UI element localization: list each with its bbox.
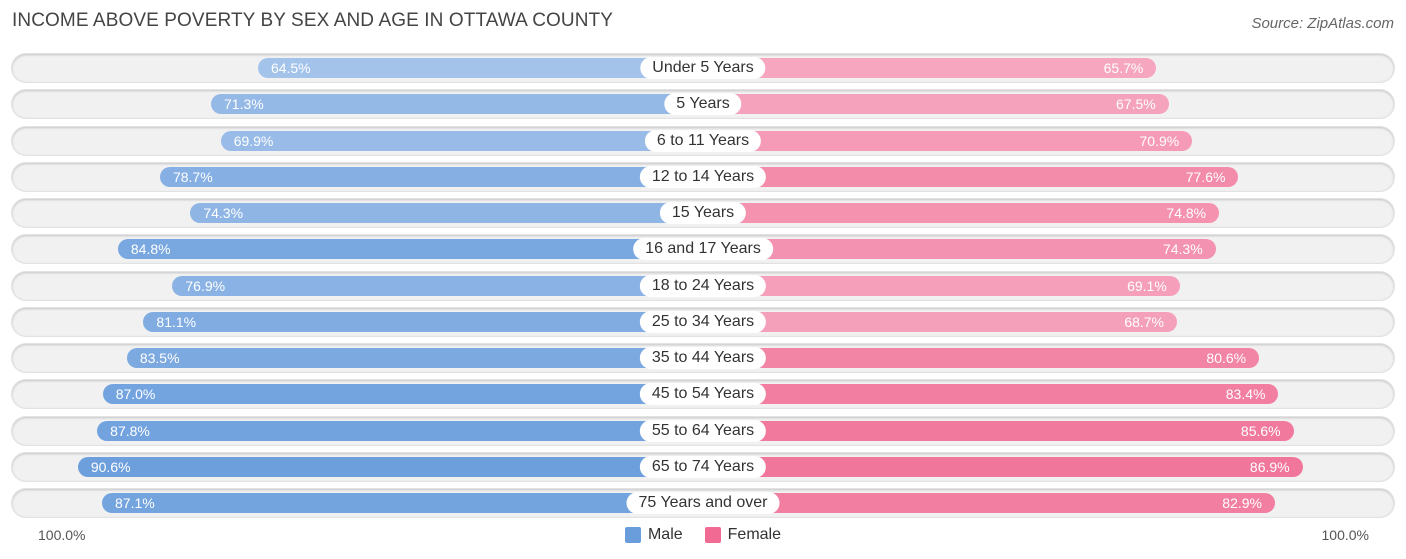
source-credit: Source: ZipAtlas.com (1251, 15, 1394, 32)
bar-male[interactable]: 87.1% (102, 493, 703, 513)
bar-female[interactable]: 69.1% (703, 275, 1180, 296)
data-label-female: 70.9% (1139, 132, 1180, 149)
category-label: 35 to 44 Years (639, 347, 767, 369)
data-label-male: 90.6% (90, 458, 131, 475)
category-label: 18 to 24 Years (639, 274, 767, 297)
bar-male[interactable]: 78.7% (159, 166, 703, 187)
category-label: 55 to 64 Years (639, 419, 767, 442)
data-label-male: 78.7% (172, 168, 213, 185)
legend-swatch-female (704, 527, 721, 543)
category-label: 75 Years and over (626, 492, 780, 514)
bar-male[interactable]: 74.3% (190, 203, 703, 223)
data-label-male: 87.0% (115, 386, 156, 403)
category-label: Under 5 Years (640, 57, 766, 79)
data-label-female: 74.3% (1162, 241, 1203, 258)
bar-male[interactable]: 71.3% (211, 94, 703, 115)
data-label-female: 67.5% (1116, 96, 1156, 113)
legend-item-male[interactable]: Male (624, 526, 683, 544)
category-label: 15 Years (659, 202, 747, 224)
data-label-female: 69.1% (1127, 277, 1167, 294)
category-label: 45 to 54 Years (639, 383, 767, 406)
bar-female[interactable]: 80.6% (703, 348, 1260, 368)
bar-female[interactable]: 74.3% (703, 239, 1216, 260)
category-label: 5 Years (664, 93, 742, 116)
data-label-female: 65.7% (1103, 60, 1144, 76)
bar-male[interactable]: 84.8% (117, 239, 703, 260)
bar-female[interactable]: 83.4% (703, 384, 1279, 405)
bar-male[interactable]: 90.6% (77, 456, 703, 477)
category-label: 16 and 17 Years (633, 238, 773, 261)
data-label-male: 74.3% (203, 205, 244, 221)
bar-female[interactable]: 65.7% (703, 58, 1157, 78)
category-label: 6 to 11 Years (644, 129, 762, 152)
data-label-male: 76.9% (185, 277, 226, 294)
axis-left-label: 100.0% (38, 527, 86, 543)
data-label-female: 74.8% (1166, 205, 1207, 221)
bar-male[interactable]: 87.8% (97, 420, 703, 441)
legend-item-female[interactable]: Female (704, 526, 782, 544)
category-label: 12 to 14 Years (639, 165, 767, 188)
data-label-male: 87.8% (110, 422, 150, 439)
data-label-female: 82.9% (1222, 495, 1262, 511)
data-label-female: 68.7% (1124, 313, 1165, 330)
data-label-male: 69.9% (233, 132, 274, 149)
data-label-female: 85.6% (1240, 422, 1281, 439)
data-label-male: 83.5% (139, 350, 180, 366)
bar-female[interactable]: 68.7% (703, 311, 1178, 332)
data-label-female: 80.6% (1206, 350, 1247, 366)
bar-male[interactable]: 69.9% (220, 130, 703, 151)
data-label-male: 84.8% (130, 241, 171, 258)
category-label: 65 to 74 Years (639, 455, 767, 478)
legend: Male Female (0, 524, 1406, 546)
bar-male[interactable]: 81.1% (143, 311, 703, 332)
bar-female[interactable]: 67.5% (703, 94, 1169, 115)
bar-female[interactable]: 74.8% (703, 203, 1220, 223)
bar-male[interactable]: 87.0% (102, 384, 703, 405)
legend-label-male: Male (647, 526, 683, 543)
bar-female[interactable]: 82.9% (703, 493, 1275, 513)
bar-female[interactable]: 77.6% (703, 166, 1239, 187)
legend-swatch-male (624, 527, 641, 543)
data-label-female: 83.4% (1225, 386, 1266, 403)
data-label-female: 77.6% (1185, 168, 1226, 185)
data-label-female: 86.9% (1249, 458, 1290, 475)
data-label-male: 81.1% (156, 313, 197, 330)
chart-title: INCOME ABOVE POVERTY BY SEX AND AGE IN O… (12, 10, 614, 31)
bar-male[interactable]: 64.5% (257, 58, 703, 78)
bar-female[interactable]: 86.9% (703, 456, 1303, 477)
data-label-male: 87.1% (115, 495, 155, 511)
bar-male[interactable]: 76.9% (172, 275, 703, 296)
bar-male[interactable]: 83.5% (126, 348, 703, 368)
category-label: 25 to 34 Years (639, 310, 767, 333)
axis-right-label: 100.0% (1321, 527, 1369, 543)
bar-female[interactable]: 70.9% (703, 130, 1193, 151)
bar-female[interactable]: 85.6% (703, 420, 1294, 441)
legend-label-female: Female (727, 526, 782, 543)
data-label-male: 64.5% (270, 60, 311, 76)
data-label-male: 71.3% (224, 96, 264, 113)
